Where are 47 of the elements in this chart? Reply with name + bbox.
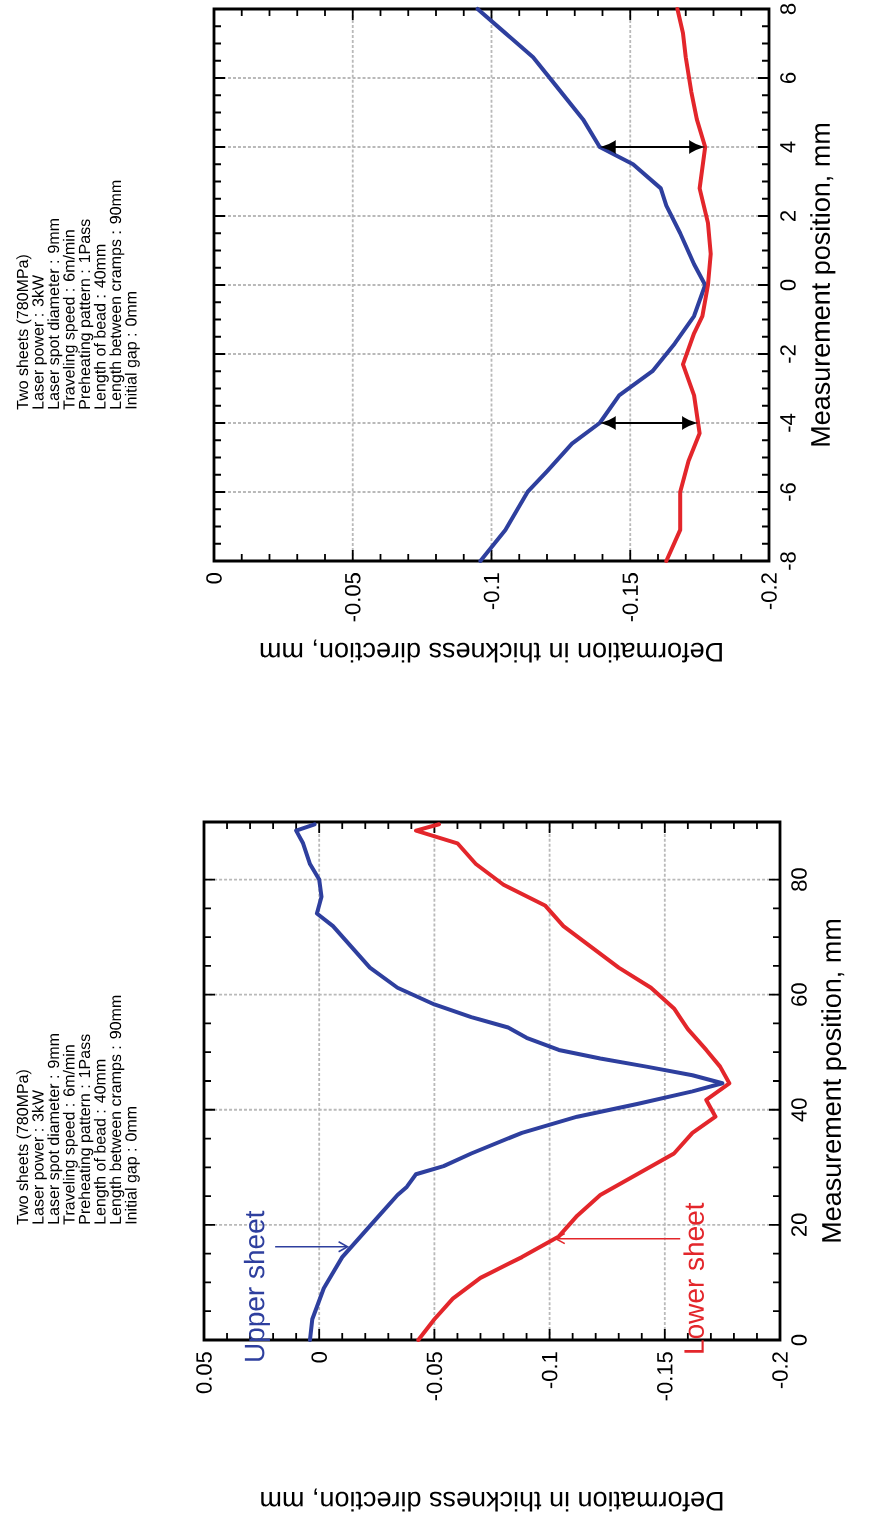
text: Preheating pattern : 1Pass [78,1034,94,1224]
x-tick-label: -0.15 [622,573,639,622]
text: Length of bead : 40mm [93,244,109,409]
text: Length between cramps : 90mm [109,995,125,1224]
text: Initial gap : 0mm [124,291,140,409]
y-tick-label: 4 [780,141,796,153]
x-tick-label: 0.05 [196,1352,212,1394]
y-tick-label: 8 [780,3,796,15]
text: Length of bead : 40mm [93,1059,109,1224]
x-tick-label: -0.05 [426,1352,443,1401]
x-axis-title: Deformation in thickness direction, mm [260,639,722,663]
y-tick-label: 0 [791,1334,807,1346]
x-tick-label: -0.2 [772,1352,788,1389]
x-tick-label: -0.15 [657,1352,673,1401]
text: Traveling speed : 6m/min [62,230,78,410]
y-tick-label: 6 [780,72,796,83]
x-tick-label: -0.05 [344,573,361,622]
x-tick-label: 0 [206,573,222,584]
text: Laser spot diameter : 9mm [47,1034,63,1224]
y-tick-label: -2 [780,345,796,363]
text: Initial gap : 0mm [124,1107,140,1224]
y-tick-label: -4 [780,413,796,432]
annotation: Upper sheet [243,1210,270,1361]
y-tick-label: 60 [791,983,807,1006]
y-axis-title: Measurement position, mm [810,124,836,446]
x-axis-title: Deformation in thickness direction, mm [261,1488,723,1512]
text: Preheating pattern : 1Pass [78,219,94,409]
x-tick-label: -0.1 [541,1352,558,1389]
text: Two sheets (780MPa) [16,255,32,410]
x-tick-label: -0.1 [483,573,500,610]
y-tick-label: 80 [791,868,807,891]
text: Laser power : 3kW [31,275,47,409]
annotation: Lower sheet [683,1202,704,1353]
y-tick-label: 20 [791,1213,807,1237]
text: Length between cramps : 90mm [109,180,125,409]
y-axis-title: Measurement position, mm [821,920,847,1242]
text: Laser power : 3kW [31,1090,47,1224]
y-tick-label: -8 [780,552,796,570]
text: Two sheets (780MPa) [16,1070,32,1225]
x-tick-label: 0 [311,1352,327,1363]
y-tick-label: 0 [780,279,796,291]
text: Laser spot diameter : 9mm [47,219,63,409]
y-tick-label: -6 [780,483,796,501]
text: Traveling speed : 6m/min [62,1045,78,1225]
y-tick-label: 40 [791,1098,807,1122]
x-tick-label: -0.2 [761,573,777,610]
y-tick-label: 2 [780,210,796,221]
